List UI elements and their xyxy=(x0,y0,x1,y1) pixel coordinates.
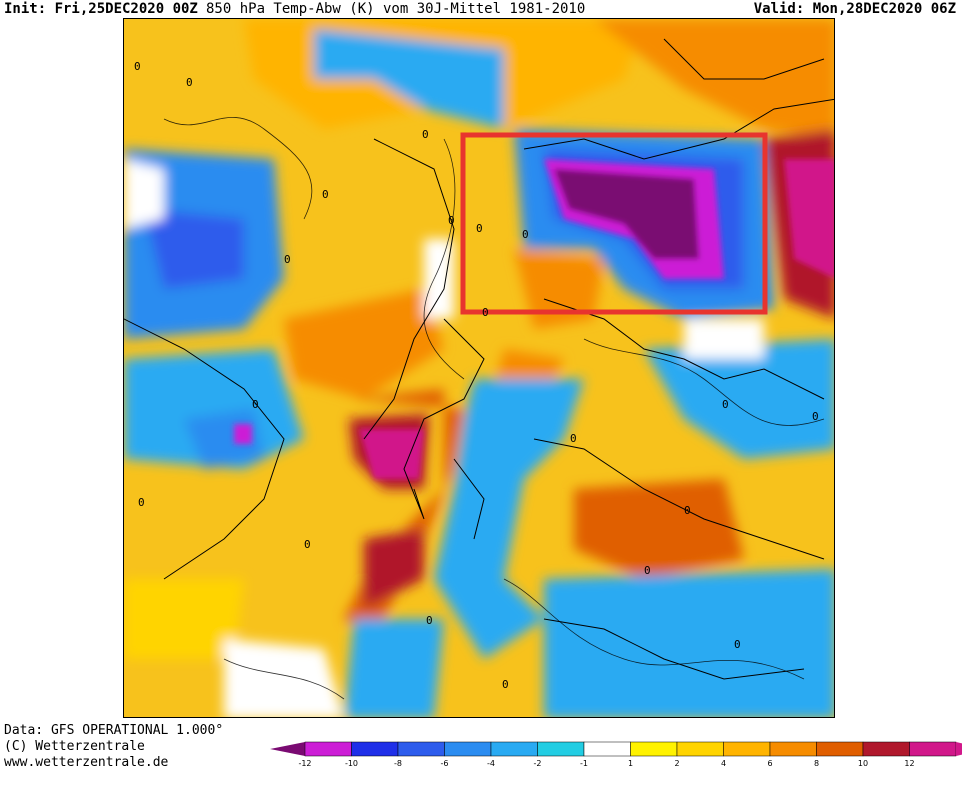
contour-zero-label: 0 xyxy=(570,432,577,445)
legend-swatch xyxy=(909,741,957,757)
contour-zero-label: 0 xyxy=(284,253,291,266)
zero-contours xyxy=(163,117,825,700)
contour-zero-label: 0 xyxy=(684,504,691,517)
legend-swatch xyxy=(537,741,585,757)
legend-swatch xyxy=(490,741,538,757)
contour-zero-label: 0 xyxy=(812,410,819,423)
contour-zero-label: 0 xyxy=(644,564,651,577)
legend-tick-label: 6 xyxy=(767,759,772,768)
anomaly-field xyxy=(124,19,834,717)
website-link[interactable]: www.wetterzentrale.de xyxy=(4,755,169,770)
legend-swatch xyxy=(862,741,910,757)
legend-tick-label: 10 xyxy=(858,759,868,768)
legend-swatch xyxy=(769,741,817,757)
legend-tick-label: -6 xyxy=(441,759,449,768)
temperature-anomaly-map: 0 0 0 0 0 0 0 0 0 0 0 0 0 0 0 0 0 0 0 0 xyxy=(123,18,835,718)
init-time-label: Init: Fri,25DEC2020 00Z xyxy=(4,1,198,17)
contour-zero-label: 0 xyxy=(734,638,741,651)
contour-zero-label: 0 xyxy=(502,678,509,691)
legend-swatch xyxy=(676,741,724,757)
contour-zero-label: 0 xyxy=(322,188,329,201)
legend-tick-label: -10 xyxy=(345,759,358,768)
legend-swatch xyxy=(583,741,631,757)
contour-zero-label: 0 xyxy=(482,306,489,319)
legend-swatch xyxy=(397,741,445,757)
legend-swatch xyxy=(723,741,771,757)
legend-tick-label: -8 xyxy=(394,759,402,768)
contour-zero-label: 0 xyxy=(476,222,483,235)
legend-tick-label: 2 xyxy=(674,759,679,768)
legend-swatch xyxy=(304,741,352,757)
legend-high-arrow xyxy=(956,742,962,756)
contour-zero-label: 0 xyxy=(252,398,259,411)
legend-swatch xyxy=(630,741,678,757)
legend-tick-label: 1 xyxy=(628,759,633,768)
legend-tick-label: -12 xyxy=(298,759,311,768)
contour-zero-label: 0 xyxy=(448,214,455,227)
legend-tick-label: -2 xyxy=(534,759,542,768)
legend-tick-label: -1 xyxy=(580,759,588,768)
legend-swatch xyxy=(444,741,492,757)
legend-tick-label: -4 xyxy=(487,759,495,768)
legend-tick-label: 4 xyxy=(721,759,726,768)
valid-time-label: Valid: Mon,28DEC2020 06Z xyxy=(753,1,956,17)
coastlines xyxy=(124,38,834,680)
contour-zero-label: 0 xyxy=(422,128,429,141)
legend-swatch xyxy=(351,741,399,757)
anomaly-core-shading xyxy=(234,159,834,479)
contour-zero-label: 0 xyxy=(522,228,529,241)
data-source-label: Data: GFS OPERATIONAL 1.000° xyxy=(4,723,224,738)
legend-swatch xyxy=(816,741,864,757)
legend-tick-label: 12 xyxy=(904,759,914,768)
contour-zero-label: 0 xyxy=(426,614,433,627)
legend-low-arrow xyxy=(270,742,305,756)
copyright-label: (C) Wetterzentrale xyxy=(4,739,145,754)
contour-zero-label: 0 xyxy=(722,398,729,411)
contour-zero-label: 0 xyxy=(138,496,145,509)
contour-zero-label: 0 xyxy=(186,76,193,89)
highlight-box xyxy=(460,132,768,315)
legend-tick-label: 8 xyxy=(814,759,819,768)
map-title: 850 hPa Temp-Abw (K) vom 30J-Mittel 1981… xyxy=(206,1,586,17)
contour-zero-label: 0 xyxy=(134,60,141,73)
contour-zero-label: 0 xyxy=(304,538,311,551)
